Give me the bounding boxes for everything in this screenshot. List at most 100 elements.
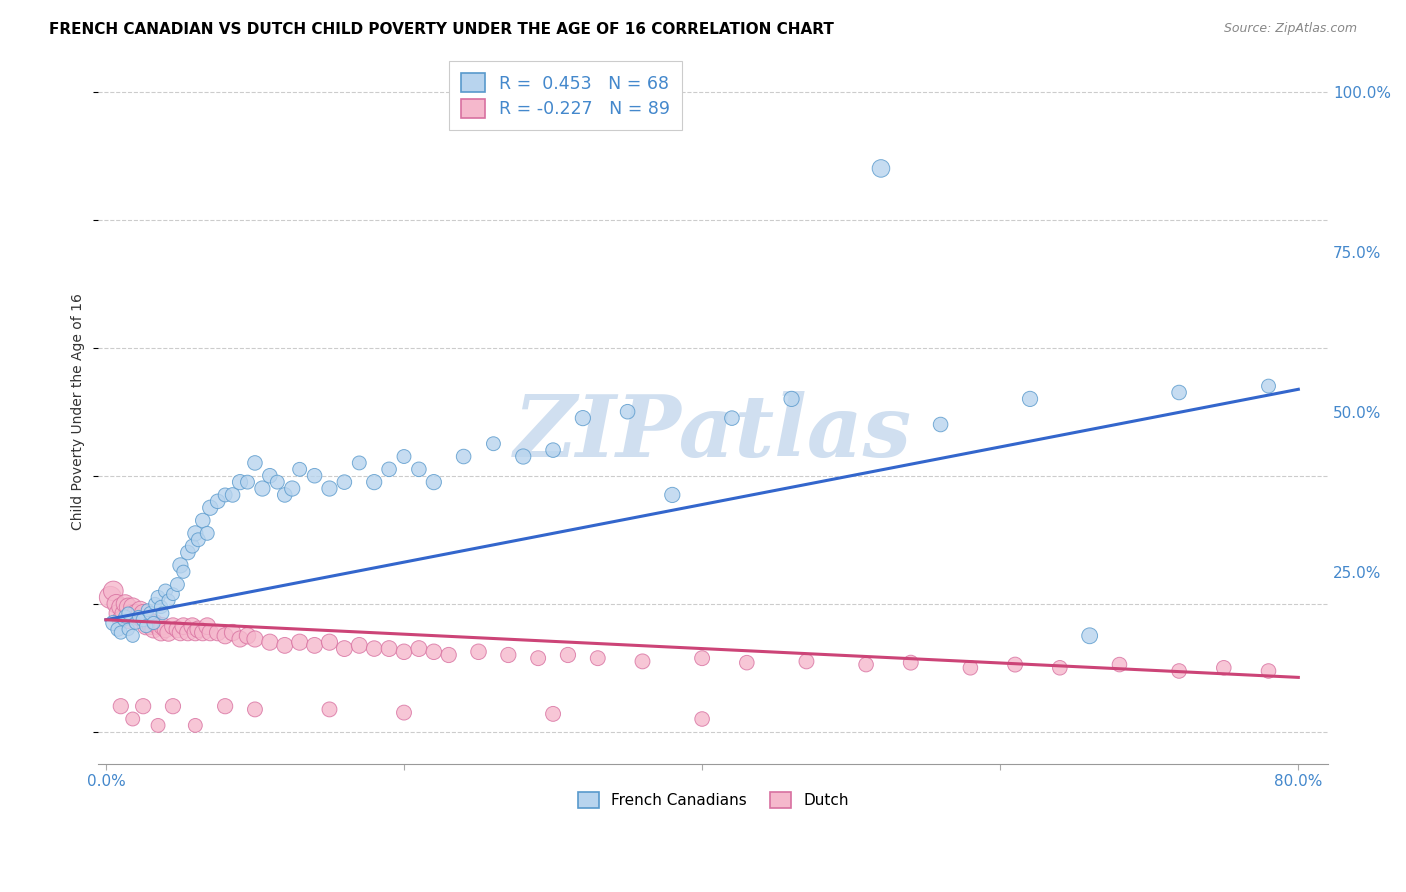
Point: [184, 718, 207, 732]
Point: [146, 591, 169, 605]
Point: [467, 645, 489, 659]
Point: [214, 629, 236, 643]
Point: [139, 619, 162, 633]
Point: [169, 625, 191, 640]
Point: [184, 526, 207, 541]
Point: [900, 656, 922, 670]
Point: [142, 615, 165, 630]
Point: [107, 607, 129, 621]
Point: [132, 607, 155, 621]
Point: [929, 417, 952, 432]
Point: [128, 609, 150, 624]
Point: [132, 613, 155, 627]
Point: [136, 613, 159, 627]
Point: [181, 539, 204, 553]
Point: [221, 488, 243, 502]
Point: [150, 625, 173, 640]
Point: [114, 609, 136, 624]
Point: [125, 613, 148, 627]
Point: [125, 607, 148, 621]
Point: [796, 654, 818, 668]
Point: [139, 615, 162, 630]
Point: [132, 699, 155, 714]
Point: [184, 625, 207, 640]
Point: [363, 475, 385, 490]
Point: [408, 641, 430, 656]
Point: [187, 623, 209, 637]
Point: [157, 593, 180, 607]
Point: [318, 702, 340, 716]
Point: [1168, 664, 1191, 678]
Point: [378, 641, 401, 656]
Point: [572, 411, 595, 425]
Point: [107, 623, 129, 637]
Point: [304, 639, 326, 653]
Point: [143, 597, 166, 611]
Point: [129, 603, 152, 617]
Point: [132, 613, 155, 627]
Point: [121, 712, 143, 726]
Point: [110, 599, 132, 614]
Point: [150, 599, 173, 614]
Point: [259, 635, 281, 649]
Point: [117, 623, 139, 637]
Point: [1049, 661, 1071, 675]
Point: [616, 405, 638, 419]
Text: ZIPatlas: ZIPatlas: [515, 391, 912, 475]
Point: [162, 699, 184, 714]
Point: [661, 488, 683, 502]
Point: [172, 619, 194, 633]
Point: [870, 161, 893, 176]
Point: [1078, 629, 1101, 643]
Point: [177, 625, 200, 640]
Point: [139, 607, 162, 621]
Point: [157, 625, 180, 640]
Point: [214, 699, 236, 714]
Text: FRENCH CANADIAN VS DUTCH CHILD POVERTY UNDER THE AGE OF 16 CORRELATION CHART: FRENCH CANADIAN VS DUTCH CHILD POVERTY U…: [49, 22, 834, 37]
Point: [135, 619, 157, 633]
Point: [274, 639, 297, 653]
Point: [498, 648, 520, 662]
Point: [128, 609, 150, 624]
Point: [110, 625, 132, 640]
Point: [236, 629, 259, 643]
Point: [690, 712, 713, 726]
Text: Source: ZipAtlas.com: Source: ZipAtlas.com: [1223, 22, 1357, 36]
Point: [152, 607, 174, 621]
Point: [200, 625, 222, 640]
Point: [142, 623, 165, 637]
Point: [288, 635, 311, 649]
Point: [304, 468, 326, 483]
Point: [155, 623, 177, 637]
Point: [195, 619, 218, 633]
Point: [162, 619, 184, 633]
Point: [172, 565, 194, 579]
Point: [1212, 661, 1234, 675]
Point: [721, 411, 744, 425]
Point: [243, 702, 266, 716]
Point: [318, 482, 340, 496]
Point: [557, 648, 579, 662]
Point: [191, 514, 214, 528]
Point: [135, 619, 157, 633]
Point: [121, 629, 143, 643]
Point: [1004, 657, 1026, 672]
Point: [437, 648, 460, 662]
Point: [453, 450, 475, 464]
Point: [143, 615, 166, 630]
Legend: French Canadians, Dutch: French Canadians, Dutch: [569, 785, 856, 816]
Point: [288, 462, 311, 476]
Point: [243, 632, 266, 646]
Point: [527, 651, 550, 665]
Point: [1019, 392, 1042, 406]
Point: [780, 392, 803, 406]
Point: [333, 641, 356, 656]
Point: [110, 613, 132, 627]
Point: [166, 623, 188, 637]
Point: [541, 443, 564, 458]
Point: [266, 475, 288, 490]
Point: [120, 607, 142, 621]
Point: [392, 706, 415, 720]
Point: [125, 615, 148, 630]
Point: [1257, 664, 1279, 678]
